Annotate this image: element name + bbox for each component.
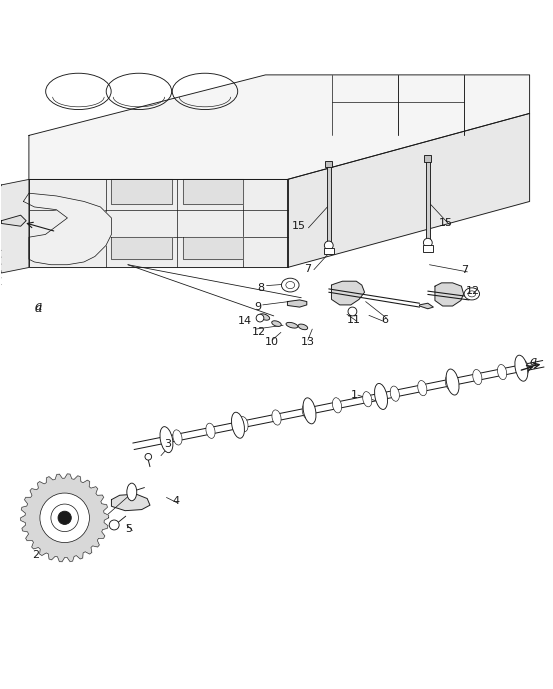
Ellipse shape	[302, 404, 311, 419]
Ellipse shape	[374, 384, 388, 409]
Ellipse shape	[206, 423, 215, 438]
Text: 5: 5	[125, 524, 132, 534]
Polygon shape	[288, 114, 530, 267]
Ellipse shape	[160, 426, 173, 453]
Text: a: a	[34, 302, 42, 316]
Circle shape	[256, 314, 264, 322]
Circle shape	[348, 307, 357, 316]
Ellipse shape	[498, 364, 507, 380]
FancyBboxPatch shape	[324, 247, 333, 254]
Text: 15: 15	[292, 221, 306, 232]
Ellipse shape	[332, 398, 342, 413]
Polygon shape	[331, 281, 364, 305]
Ellipse shape	[272, 410, 281, 425]
Ellipse shape	[303, 398, 316, 424]
Text: 9: 9	[254, 302, 262, 312]
Ellipse shape	[239, 417, 248, 432]
Ellipse shape	[127, 483, 137, 501]
Circle shape	[145, 453, 152, 460]
Polygon shape	[29, 179, 288, 267]
Text: a: a	[34, 300, 42, 313]
Text: 3: 3	[164, 438, 171, 449]
Ellipse shape	[281, 278, 299, 292]
FancyBboxPatch shape	[325, 161, 332, 167]
Text: 7: 7	[461, 265, 468, 275]
FancyBboxPatch shape	[424, 155, 431, 162]
Ellipse shape	[464, 288, 479, 300]
Polygon shape	[288, 300, 307, 307]
Ellipse shape	[473, 369, 482, 384]
Ellipse shape	[418, 380, 427, 395]
Ellipse shape	[298, 324, 307, 330]
Text: 12: 12	[466, 285, 481, 296]
Ellipse shape	[515, 356, 528, 381]
FancyBboxPatch shape	[423, 245, 433, 251]
Ellipse shape	[519, 360, 529, 376]
Text: a: a	[530, 355, 537, 367]
Polygon shape	[20, 474, 109, 562]
Text: 13: 13	[301, 337, 315, 347]
Text: 6: 6	[381, 315, 388, 325]
Polygon shape	[23, 193, 112, 265]
Text: 4: 4	[172, 496, 179, 506]
Circle shape	[40, 493, 90, 542]
Polygon shape	[435, 283, 463, 306]
Polygon shape	[420, 303, 434, 309]
Ellipse shape	[468, 291, 476, 297]
Polygon shape	[0, 179, 29, 273]
Text: 15: 15	[439, 218, 453, 229]
Text: 2: 2	[32, 550, 39, 559]
Text: 12: 12	[252, 327, 266, 337]
Polygon shape	[183, 179, 243, 204]
Circle shape	[51, 504, 79, 532]
Circle shape	[325, 241, 333, 250]
Polygon shape	[112, 237, 172, 259]
Ellipse shape	[390, 386, 399, 401]
Text: 8: 8	[257, 282, 264, 293]
Ellipse shape	[286, 322, 298, 328]
Ellipse shape	[363, 391, 372, 407]
Ellipse shape	[173, 430, 182, 445]
Polygon shape	[112, 179, 172, 204]
Polygon shape	[2, 215, 26, 226]
Text: 11: 11	[347, 315, 361, 325]
Ellipse shape	[286, 282, 295, 289]
Ellipse shape	[445, 375, 455, 390]
Polygon shape	[112, 494, 150, 511]
Text: 1: 1	[351, 390, 358, 400]
Ellipse shape	[232, 412, 244, 438]
Bar	[426, 160, 430, 245]
Ellipse shape	[259, 313, 270, 320]
Ellipse shape	[272, 321, 281, 327]
Bar	[327, 165, 331, 248]
Ellipse shape	[446, 369, 459, 395]
Circle shape	[424, 238, 432, 247]
Text: 7: 7	[304, 264, 311, 274]
Circle shape	[58, 511, 71, 524]
Text: 10: 10	[264, 337, 278, 347]
Polygon shape	[183, 237, 243, 259]
Polygon shape	[29, 75, 530, 179]
Text: 14: 14	[238, 316, 252, 326]
Circle shape	[109, 520, 119, 530]
